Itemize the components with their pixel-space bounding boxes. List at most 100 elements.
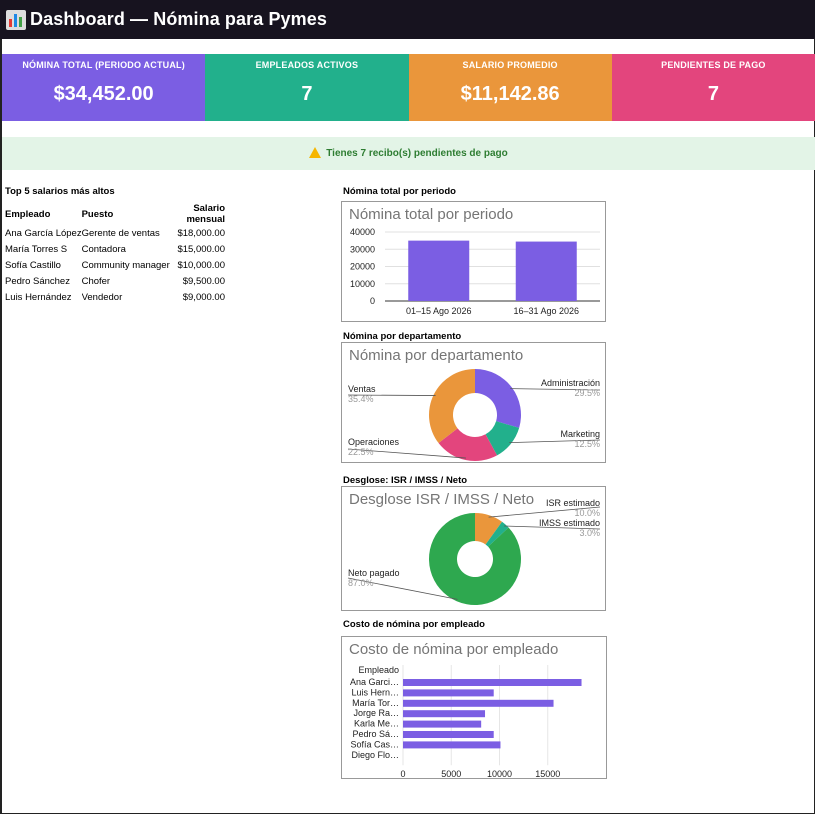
table-row: María Torres S Contadora $15,000.00: [5, 241, 225, 257]
kpi-average-salary: SALARIO PROMEDIO $11,142.86: [408, 54, 612, 121]
column-header-position: Puesto: [81, 208, 114, 220]
cell-position: Vendedor: [81, 291, 123, 303]
kpi-total-payroll: NÓMINA TOTAL (PERIODO ACTUAL) $34,452.00: [2, 54, 206, 121]
employee-cost-bar-chart: 0 5000 10000 15000 Empleado Ana Garci…Luis He…: [350, 665, 582, 778]
kpi-value: $11,142.86: [460, 83, 560, 105]
period-chart-label: Nómina total por periodo: [343, 186, 456, 197]
slice-label: Operaciones: [348, 437, 400, 447]
bar: [515, 241, 577, 301]
slice-percent: 22.5%: [348, 447, 374, 457]
slice-label: Neto pagado: [348, 568, 400, 578]
cell-salary: $9,000.00: [182, 291, 225, 303]
top-salaries-title: Top 5 salarios más altos: [5, 186, 115, 197]
kpi-label: NÓMINA TOTAL (PERIODO ACTUAL): [22, 60, 185, 70]
cell-employee: Pedro Sánchez: [5, 275, 70, 287]
leader-line: [509, 439, 601, 443]
slice-label: Ventas: [348, 384, 376, 394]
bar: [403, 741, 501, 749]
pie-slice: [429, 513, 521, 605]
x-tick-label: 15000: [535, 769, 560, 778]
slice-percent: 87.0%: [348, 578, 374, 588]
pie-slice: [475, 369, 521, 428]
pie-slice: [429, 369, 475, 444]
y-tick-label: 20000: [350, 262, 375, 272]
slice-percent: 35.4%: [348, 394, 374, 404]
slice-percent: 3.0%: [579, 528, 600, 538]
axis-label: Empleado: [358, 665, 399, 675]
y-tick-label: 10000: [350, 279, 375, 289]
y-tick-label: Luis Hern…: [351, 687, 399, 697]
y-tick-label: Diego Flo…: [351, 750, 399, 760]
y-tick-label: 40000: [350, 227, 375, 237]
page-title: Dashboard — Nómina para Pymes: [30, 9, 327, 29]
cell-position: Gerente de ventas: [81, 227, 160, 239]
leader-line: [488, 506, 601, 518]
leader-line: [347, 577, 458, 600]
bar: [403, 699, 554, 707]
cell-position: Contadora: [81, 243, 126, 255]
cell-position: Chofer: [81, 275, 111, 287]
column-header-employee: Empleado: [5, 208, 51, 220]
bar: [403, 679, 582, 686]
x-tick-label: 0: [400, 769, 405, 778]
column-header-salary: Salario mensual: [186, 203, 225, 225]
alert-text: Tienes 7 recibo(s) pendientes de pago: [326, 148, 508, 159]
period-chart-card: Nómina total por periodo 40000 30000 20000…: [341, 201, 606, 322]
pending-alert: Tienes 7 recibo(s) pendientes de pago: [2, 137, 815, 170]
breakdown-chart-label: Desglose: ISR / IMSS / Neto: [343, 475, 468, 486]
y-tick-label: María Tor…: [352, 698, 399, 708]
y-tick-label: Karla Me…: [354, 719, 399, 729]
x-tick-label: 10000: [487, 769, 512, 778]
slice-percent: 10.0%: [574, 508, 600, 518]
kpi-value: $34,452.00: [53, 83, 154, 105]
table-row: Pedro Sánchez Chofer $9,500.00: [5, 273, 225, 289]
y-tick-label: 30000: [350, 244, 375, 254]
cell-salary: $9,500.00: [182, 275, 225, 287]
pie-slice: [485, 421, 520, 456]
x-tick-label: 16–31 Ago 2026: [513, 306, 579, 316]
kpi-active-employees: EMPLEADOS ACTIVOS 7: [205, 54, 409, 121]
y-tick-label: Ana Garci…: [350, 677, 399, 687]
x-tick-label: 5000: [441, 769, 461, 778]
kpi-pending-payments: PENDIENTES DE PAGO 7: [611, 54, 815, 121]
kpi-value: 7: [301, 83, 313, 105]
y-tick-label: 0: [370, 296, 375, 306]
department-chart-label: Nómina por departamento: [343, 331, 462, 342]
slice-percent: 12.5%: [574, 439, 600, 449]
pie-slice: [475, 513, 503, 545]
slice-percent: 29.5%: [574, 388, 600, 398]
table-row: Sofía Castillo Community manager $10,000…: [5, 257, 225, 273]
x-tick-label: 01–15 Ago 2026: [406, 306, 472, 316]
department-chart-title: Nómina por departamento: [349, 347, 524, 364]
department-chart-card: Nómina por departamento Administración 29…: [341, 342, 606, 463]
period-bar-chart: 40000 30000 20000 10000 0 01–15 Ago 2026 16–31…: [350, 227, 600, 316]
leader-line: [347, 448, 466, 459]
bar: [403, 731, 494, 738]
cell-employee: Sofía Castillo: [5, 259, 61, 271]
slice-label: ISR estimado: [546, 498, 600, 508]
employee-cost-chart-title: Costo de nómina por empleado: [349, 641, 559, 658]
bar: [403, 689, 494, 697]
top-salaries-section: Top 5 salarios más altos Empleado Puesto…: [5, 186, 225, 305]
bar: [403, 710, 486, 718]
breakdown-chart-title: Desglose ISR / IMSS / Neto: [349, 491, 535, 508]
pie-slice: [485, 521, 509, 547]
employee-cost-chart-label: Costo de nómina por empleado: [343, 619, 485, 630]
kpi-label: EMPLEADOS ACTIVOS: [255, 60, 359, 70]
y-tick-label: Pedro Sá…: [352, 729, 399, 739]
pie-slice: [438, 428, 498, 461]
cell-position: Community manager: [81, 259, 170, 271]
kpi-row: NÓMINA TOTAL (PERIODO ACTUAL) $34,452.00…: [2, 54, 815, 121]
slice-label: Marketing: [560, 429, 600, 439]
cell-salary: $18,000.00: [177, 227, 225, 239]
slice-label: IMSS estimado: [539, 518, 600, 528]
slice-label: Administración: [541, 378, 600, 388]
employee-cost-chart-card: Costo de nómina por empleado 0 5000 10000 1…: [341, 636, 607, 779]
y-tick-label: Jorge Ra…: [353, 708, 399, 718]
leader-line: [504, 525, 601, 530]
cell-employee: María Torres S: [5, 243, 68, 255]
bar-chart-icon: [6, 9, 26, 30]
kpi-value: 7: [707, 83, 719, 105]
cell-salary: $10,000.00: [177, 259, 225, 271]
